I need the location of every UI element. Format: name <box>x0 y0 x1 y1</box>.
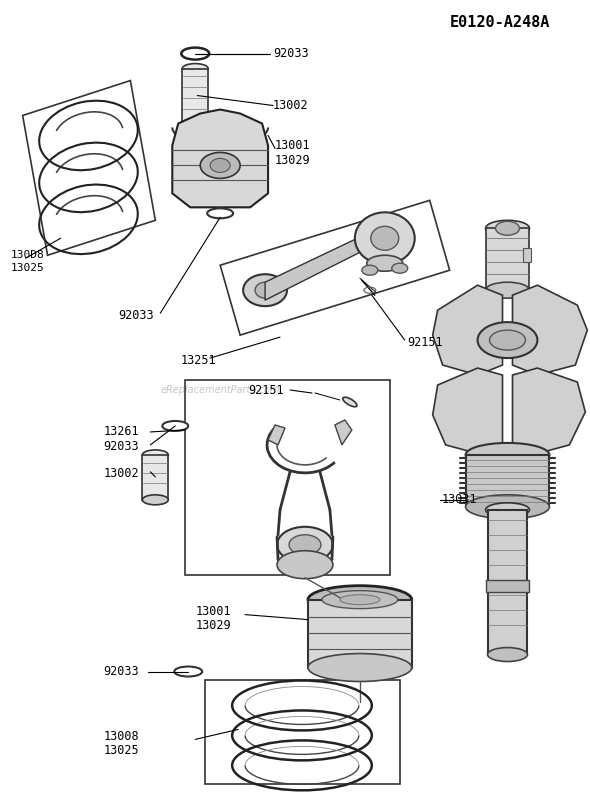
Ellipse shape <box>367 256 403 271</box>
Polygon shape <box>220 201 450 335</box>
Text: 92033: 92033 <box>119 309 154 322</box>
Ellipse shape <box>322 591 398 609</box>
Polygon shape <box>513 285 587 375</box>
Bar <box>523 248 532 262</box>
Bar <box>466 455 549 507</box>
Ellipse shape <box>477 322 537 358</box>
Text: 13008: 13008 <box>103 730 139 743</box>
Text: E0120-A248A: E0120-A248A <box>450 15 550 30</box>
Bar <box>308 599 412 668</box>
Text: 92033: 92033 <box>103 440 139 454</box>
Text: 13251: 13251 <box>181 353 216 367</box>
Ellipse shape <box>255 283 275 298</box>
Ellipse shape <box>496 221 519 236</box>
Ellipse shape <box>362 265 378 275</box>
Text: 13029: 13029 <box>195 619 231 632</box>
Text: 130D8: 130D8 <box>11 250 44 260</box>
Ellipse shape <box>181 48 209 60</box>
Bar <box>205 680 400 784</box>
Text: 13025: 13025 <box>11 263 44 273</box>
Ellipse shape <box>142 495 168 505</box>
Text: 92151: 92151 <box>248 384 284 396</box>
Bar <box>486 228 529 291</box>
Ellipse shape <box>277 527 333 563</box>
Ellipse shape <box>289 535 321 555</box>
Bar <box>486 579 529 591</box>
Text: 92033: 92033 <box>103 665 139 678</box>
Text: 92151: 92151 <box>408 336 443 349</box>
Text: 13001: 13001 <box>195 605 231 618</box>
Ellipse shape <box>466 495 549 519</box>
Polygon shape <box>335 420 352 445</box>
Bar <box>185 380 390 575</box>
Text: eReplacementParts.com: eReplacementParts.com <box>160 385 280 395</box>
Text: 92033: 92033 <box>273 47 309 60</box>
Polygon shape <box>268 425 285 445</box>
Polygon shape <box>432 368 503 455</box>
Ellipse shape <box>182 119 208 128</box>
Ellipse shape <box>340 595 380 605</box>
Text: 13002: 13002 <box>103 467 139 480</box>
Ellipse shape <box>174 666 202 677</box>
Ellipse shape <box>243 274 287 306</box>
Text: 13029: 13029 <box>275 154 311 167</box>
Bar <box>182 68 208 123</box>
Ellipse shape <box>182 64 208 73</box>
Ellipse shape <box>486 220 529 236</box>
Polygon shape <box>265 232 374 300</box>
Text: 13001: 13001 <box>275 139 311 152</box>
Text: 13261: 13261 <box>103 425 139 439</box>
Ellipse shape <box>200 152 240 178</box>
Polygon shape <box>513 368 585 455</box>
Ellipse shape <box>308 654 412 681</box>
Polygon shape <box>432 285 503 375</box>
Ellipse shape <box>142 450 168 460</box>
Bar <box>487 509 527 654</box>
Ellipse shape <box>343 397 357 407</box>
Ellipse shape <box>162 421 188 431</box>
Ellipse shape <box>490 330 526 350</box>
Ellipse shape <box>207 209 233 218</box>
Polygon shape <box>172 110 268 207</box>
Text: 13002: 13002 <box>273 99 309 112</box>
Ellipse shape <box>371 226 399 250</box>
Ellipse shape <box>466 443 549 467</box>
Ellipse shape <box>487 648 527 661</box>
Polygon shape <box>22 80 155 256</box>
Bar <box>142 455 168 500</box>
Text: 13025: 13025 <box>103 744 139 757</box>
Text: 13031: 13031 <box>442 494 477 506</box>
Ellipse shape <box>277 551 333 579</box>
Ellipse shape <box>486 283 529 298</box>
Ellipse shape <box>308 586 412 614</box>
Ellipse shape <box>210 158 230 173</box>
Ellipse shape <box>392 263 408 273</box>
Ellipse shape <box>486 503 529 517</box>
Ellipse shape <box>355 213 415 264</box>
